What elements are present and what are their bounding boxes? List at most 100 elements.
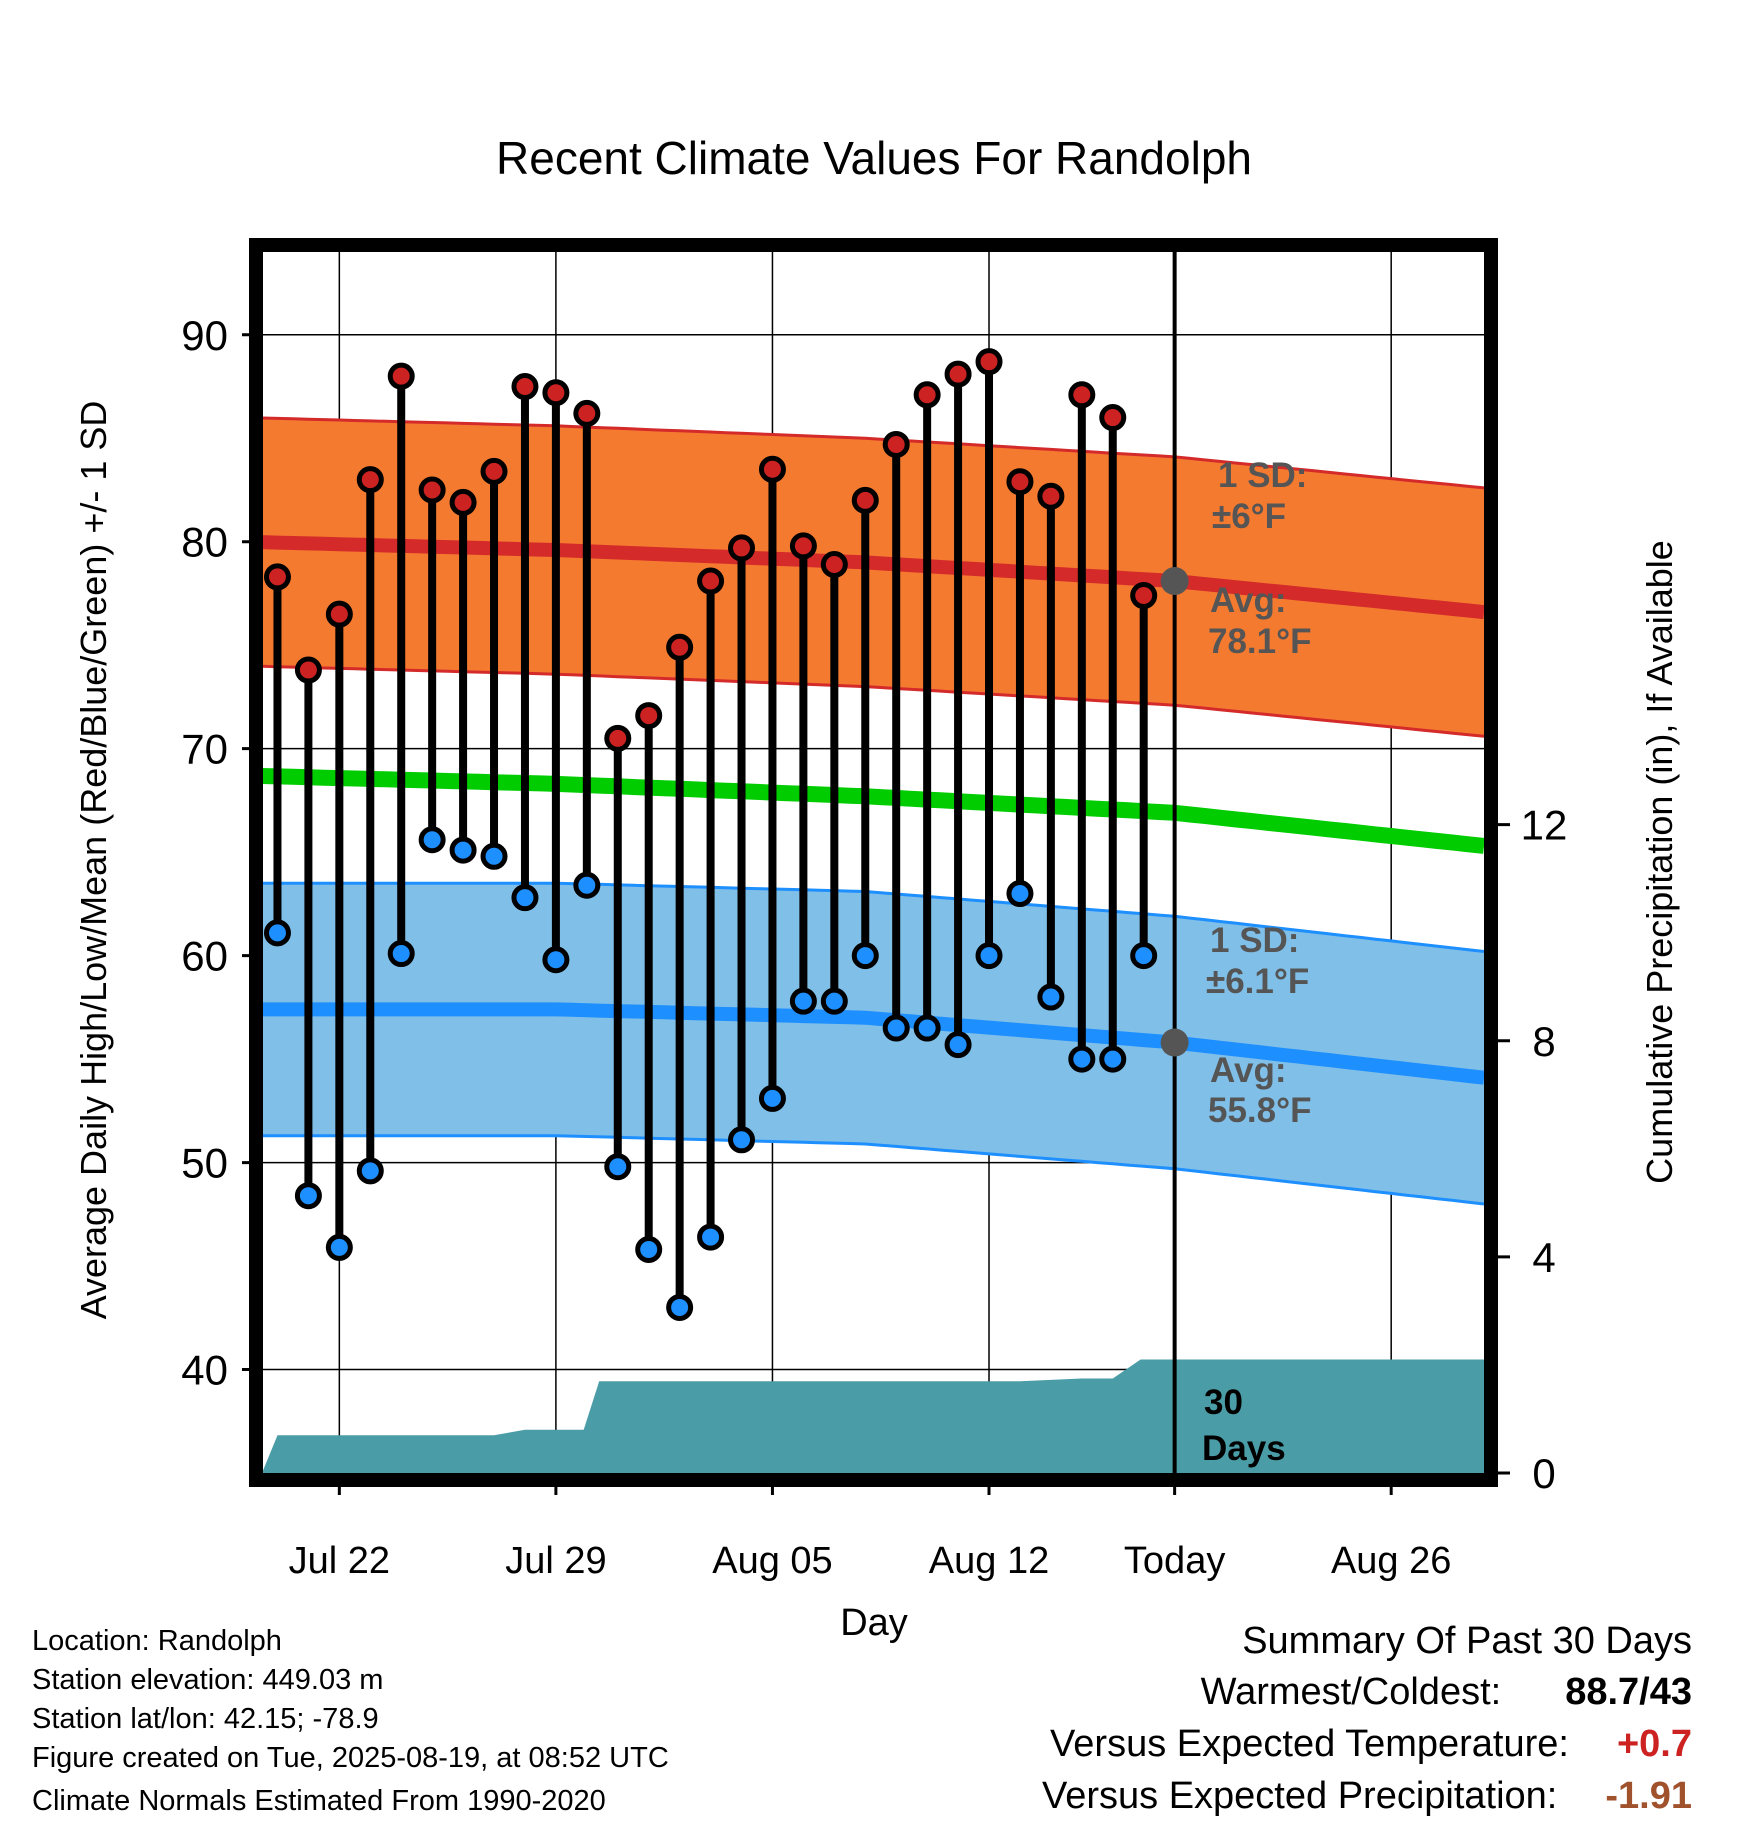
low-point bbox=[635, 1235, 663, 1263]
high-avg-value: 78.1°F bbox=[1208, 622, 1312, 661]
high-point bbox=[573, 399, 601, 427]
info-elevation: Station elevation: 449.03 m bbox=[32, 1664, 384, 1696]
low-normal-line bbox=[262, 1002, 1485, 1085]
high-point bbox=[789, 532, 817, 560]
y-tick-label: 80 bbox=[181, 519, 228, 566]
high-avg-today-marker bbox=[1160, 567, 1189, 596]
x-tick-label: Aug 12 bbox=[929, 1540, 1049, 1582]
x-tick-label: Jul 22 bbox=[289, 1540, 390, 1582]
high-point bbox=[418, 476, 446, 504]
high-point bbox=[1037, 482, 1065, 510]
high-point bbox=[944, 360, 972, 388]
low-point bbox=[294, 1182, 322, 1210]
high-point bbox=[635, 702, 663, 730]
low-point bbox=[851, 942, 879, 970]
summary-precip-value: -1.91 bbox=[1605, 1775, 1692, 1817]
low-point bbox=[666, 1293, 694, 1321]
low-sd-label: 1 SD: bbox=[1210, 921, 1299, 960]
y-tick-label: 60 bbox=[181, 933, 228, 980]
high-avg-label: Avg: bbox=[1210, 581, 1286, 620]
summary-temp-label: Versus Expected Temperature: bbox=[1050, 1723, 1569, 1765]
x-tick-label: Today bbox=[1124, 1540, 1225, 1582]
high-point bbox=[542, 379, 570, 407]
precip-label-line2: Days bbox=[1202, 1429, 1286, 1468]
high-point bbox=[325, 600, 353, 628]
low-point bbox=[573, 871, 601, 899]
low-sd-upper-line bbox=[262, 881, 1485, 953]
x-tick-label: Aug 05 bbox=[712, 1540, 832, 1582]
plot-frame bbox=[249, 238, 1498, 1487]
low-avg-today-marker bbox=[1160, 1028, 1189, 1057]
high-sd-upper-line bbox=[261, 416, 1485, 490]
mean-normal-line bbox=[261, 768, 1485, 854]
summary-temp: Versus Expected Temperature: +0.7 bbox=[1050, 1723, 1692, 1766]
low-point bbox=[263, 919, 291, 947]
low-point bbox=[882, 1014, 910, 1042]
low-point bbox=[387, 940, 415, 968]
low-sd-value: ±6.1°F bbox=[1206, 962, 1309, 1001]
summary-warm-cold-label: Warmest/Coldest: bbox=[1200, 1671, 1502, 1713]
high-point bbox=[697, 567, 725, 595]
low-avg-value: 55.8°F bbox=[1208, 1091, 1312, 1130]
low-point bbox=[1068, 1045, 1096, 1073]
y2-tick-label: 12 bbox=[1521, 802, 1568, 849]
high-point bbox=[913, 381, 941, 409]
high-point bbox=[1130, 582, 1158, 610]
y-tick-label: 50 bbox=[181, 1140, 228, 1187]
high-sd-value: ±6°F bbox=[1212, 497, 1286, 536]
chart-title: Recent Climate Values For Randolph bbox=[496, 132, 1252, 184]
x-axis-label: Day bbox=[840, 1602, 908, 1644]
y-axis-label: Average Daily High/Low/Mean (Red/Blue/Gr… bbox=[73, 401, 114, 1320]
low-point bbox=[913, 1014, 941, 1042]
summary-precip-label: Versus Expected Precipitation: bbox=[1041, 1775, 1558, 1817]
low-point bbox=[418, 826, 446, 854]
y2-tick-label: 4 bbox=[1532, 1234, 1555, 1281]
high-point bbox=[511, 373, 539, 401]
low-point bbox=[449, 836, 477, 864]
low-sd-lower-line bbox=[262, 1134, 1485, 1206]
high-sd-band bbox=[262, 418, 1484, 737]
low-point bbox=[542, 946, 570, 974]
high-point bbox=[1006, 468, 1034, 496]
low-point bbox=[511, 884, 539, 912]
low-point bbox=[944, 1031, 972, 1059]
summary-heading: Summary Of Past 30 Days bbox=[1242, 1620, 1692, 1662]
y-tick-label: 70 bbox=[181, 726, 228, 773]
low-point bbox=[975, 942, 1003, 970]
high-point bbox=[480, 457, 508, 485]
high-point bbox=[356, 466, 384, 494]
high-point bbox=[294, 656, 322, 684]
low-point bbox=[604, 1153, 632, 1181]
high-point bbox=[263, 563, 291, 591]
y2-axis-label: Cumulative Precipitation (in), If Availa… bbox=[1639, 540, 1680, 1184]
low-point bbox=[1099, 1045, 1127, 1073]
low-avg-label: Avg: bbox=[1210, 1051, 1286, 1090]
high-point bbox=[758, 455, 786, 483]
low-point bbox=[1130, 942, 1158, 970]
low-point bbox=[820, 987, 848, 1015]
precip-label-line1: 30 bbox=[1204, 1383, 1243, 1422]
info-created: Figure created on Tue, 2025-08-19, at 08… bbox=[32, 1742, 669, 1774]
high-point bbox=[449, 488, 477, 516]
summary-temp-value: +0.7 bbox=[1616, 1723, 1692, 1765]
high-point bbox=[851, 486, 879, 514]
high-point bbox=[882, 430, 910, 458]
high-point bbox=[975, 348, 1003, 376]
summary-warm-cold: Warmest/Coldest: 88.7/43 bbox=[1201, 1671, 1692, 1714]
high-sd-label: 1 SD: bbox=[1218, 456, 1307, 495]
low-point bbox=[697, 1223, 725, 1251]
info-location: Location: Randolph bbox=[32, 1625, 282, 1657]
y-tick-label: 40 bbox=[181, 1347, 228, 1394]
summary-precip: Versus Expected Precipitation: -1.91 bbox=[1042, 1775, 1692, 1818]
summary-warm-cold-value: 88.7/43 bbox=[1565, 1671, 1692, 1713]
low-point bbox=[325, 1233, 353, 1261]
y-tick-label: 90 bbox=[181, 312, 228, 359]
precip-area bbox=[262, 1359, 1484, 1473]
low-point bbox=[480, 842, 508, 870]
info-normals: Climate Normals Estimated From 1990-2020 bbox=[32, 1785, 606, 1817]
low-point bbox=[789, 987, 817, 1015]
high-point bbox=[387, 362, 415, 390]
high-point bbox=[1099, 404, 1127, 432]
